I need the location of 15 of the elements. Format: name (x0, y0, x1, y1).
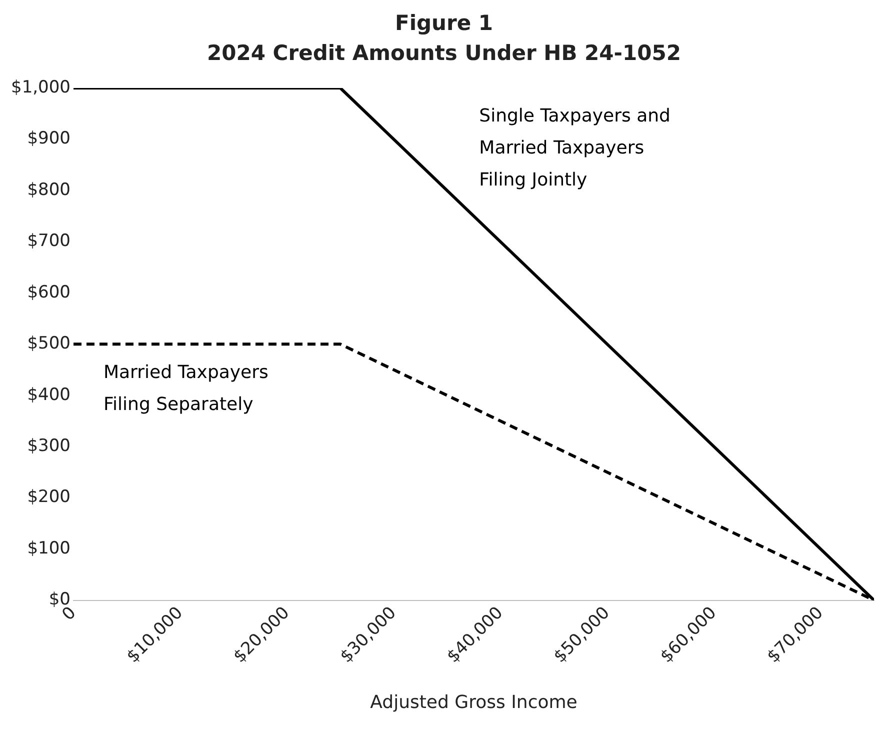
series-label: Married Taxpayers Filing Separately (103, 362, 268, 415)
y-tick-label: $700 (27, 231, 70, 252)
y-tick-label: $200 (27, 487, 70, 508)
y-tick-label: $1,000 (11, 77, 70, 98)
chart-subtitle: 2024 Credit Amounts Under HB 24-1052 (206, 40, 682, 67)
chart-title: Figure 1 (394, 10, 494, 37)
y-tick-label: $900 (27, 128, 70, 149)
series-label: Single Taxpayers and Married Taxpayers Filing Jointly (479, 106, 670, 191)
y-tick-label: $300 (27, 436, 70, 456)
y-tick-label: $800 (27, 180, 70, 200)
y-tick-label: $100 (27, 538, 70, 558)
y-tick-label: $400 (27, 384, 70, 405)
y-tick-label: $500 (27, 334, 70, 354)
x-axis-title: Adjusted Gross Income (370, 692, 578, 713)
y-tick-label: $600 (27, 282, 70, 302)
